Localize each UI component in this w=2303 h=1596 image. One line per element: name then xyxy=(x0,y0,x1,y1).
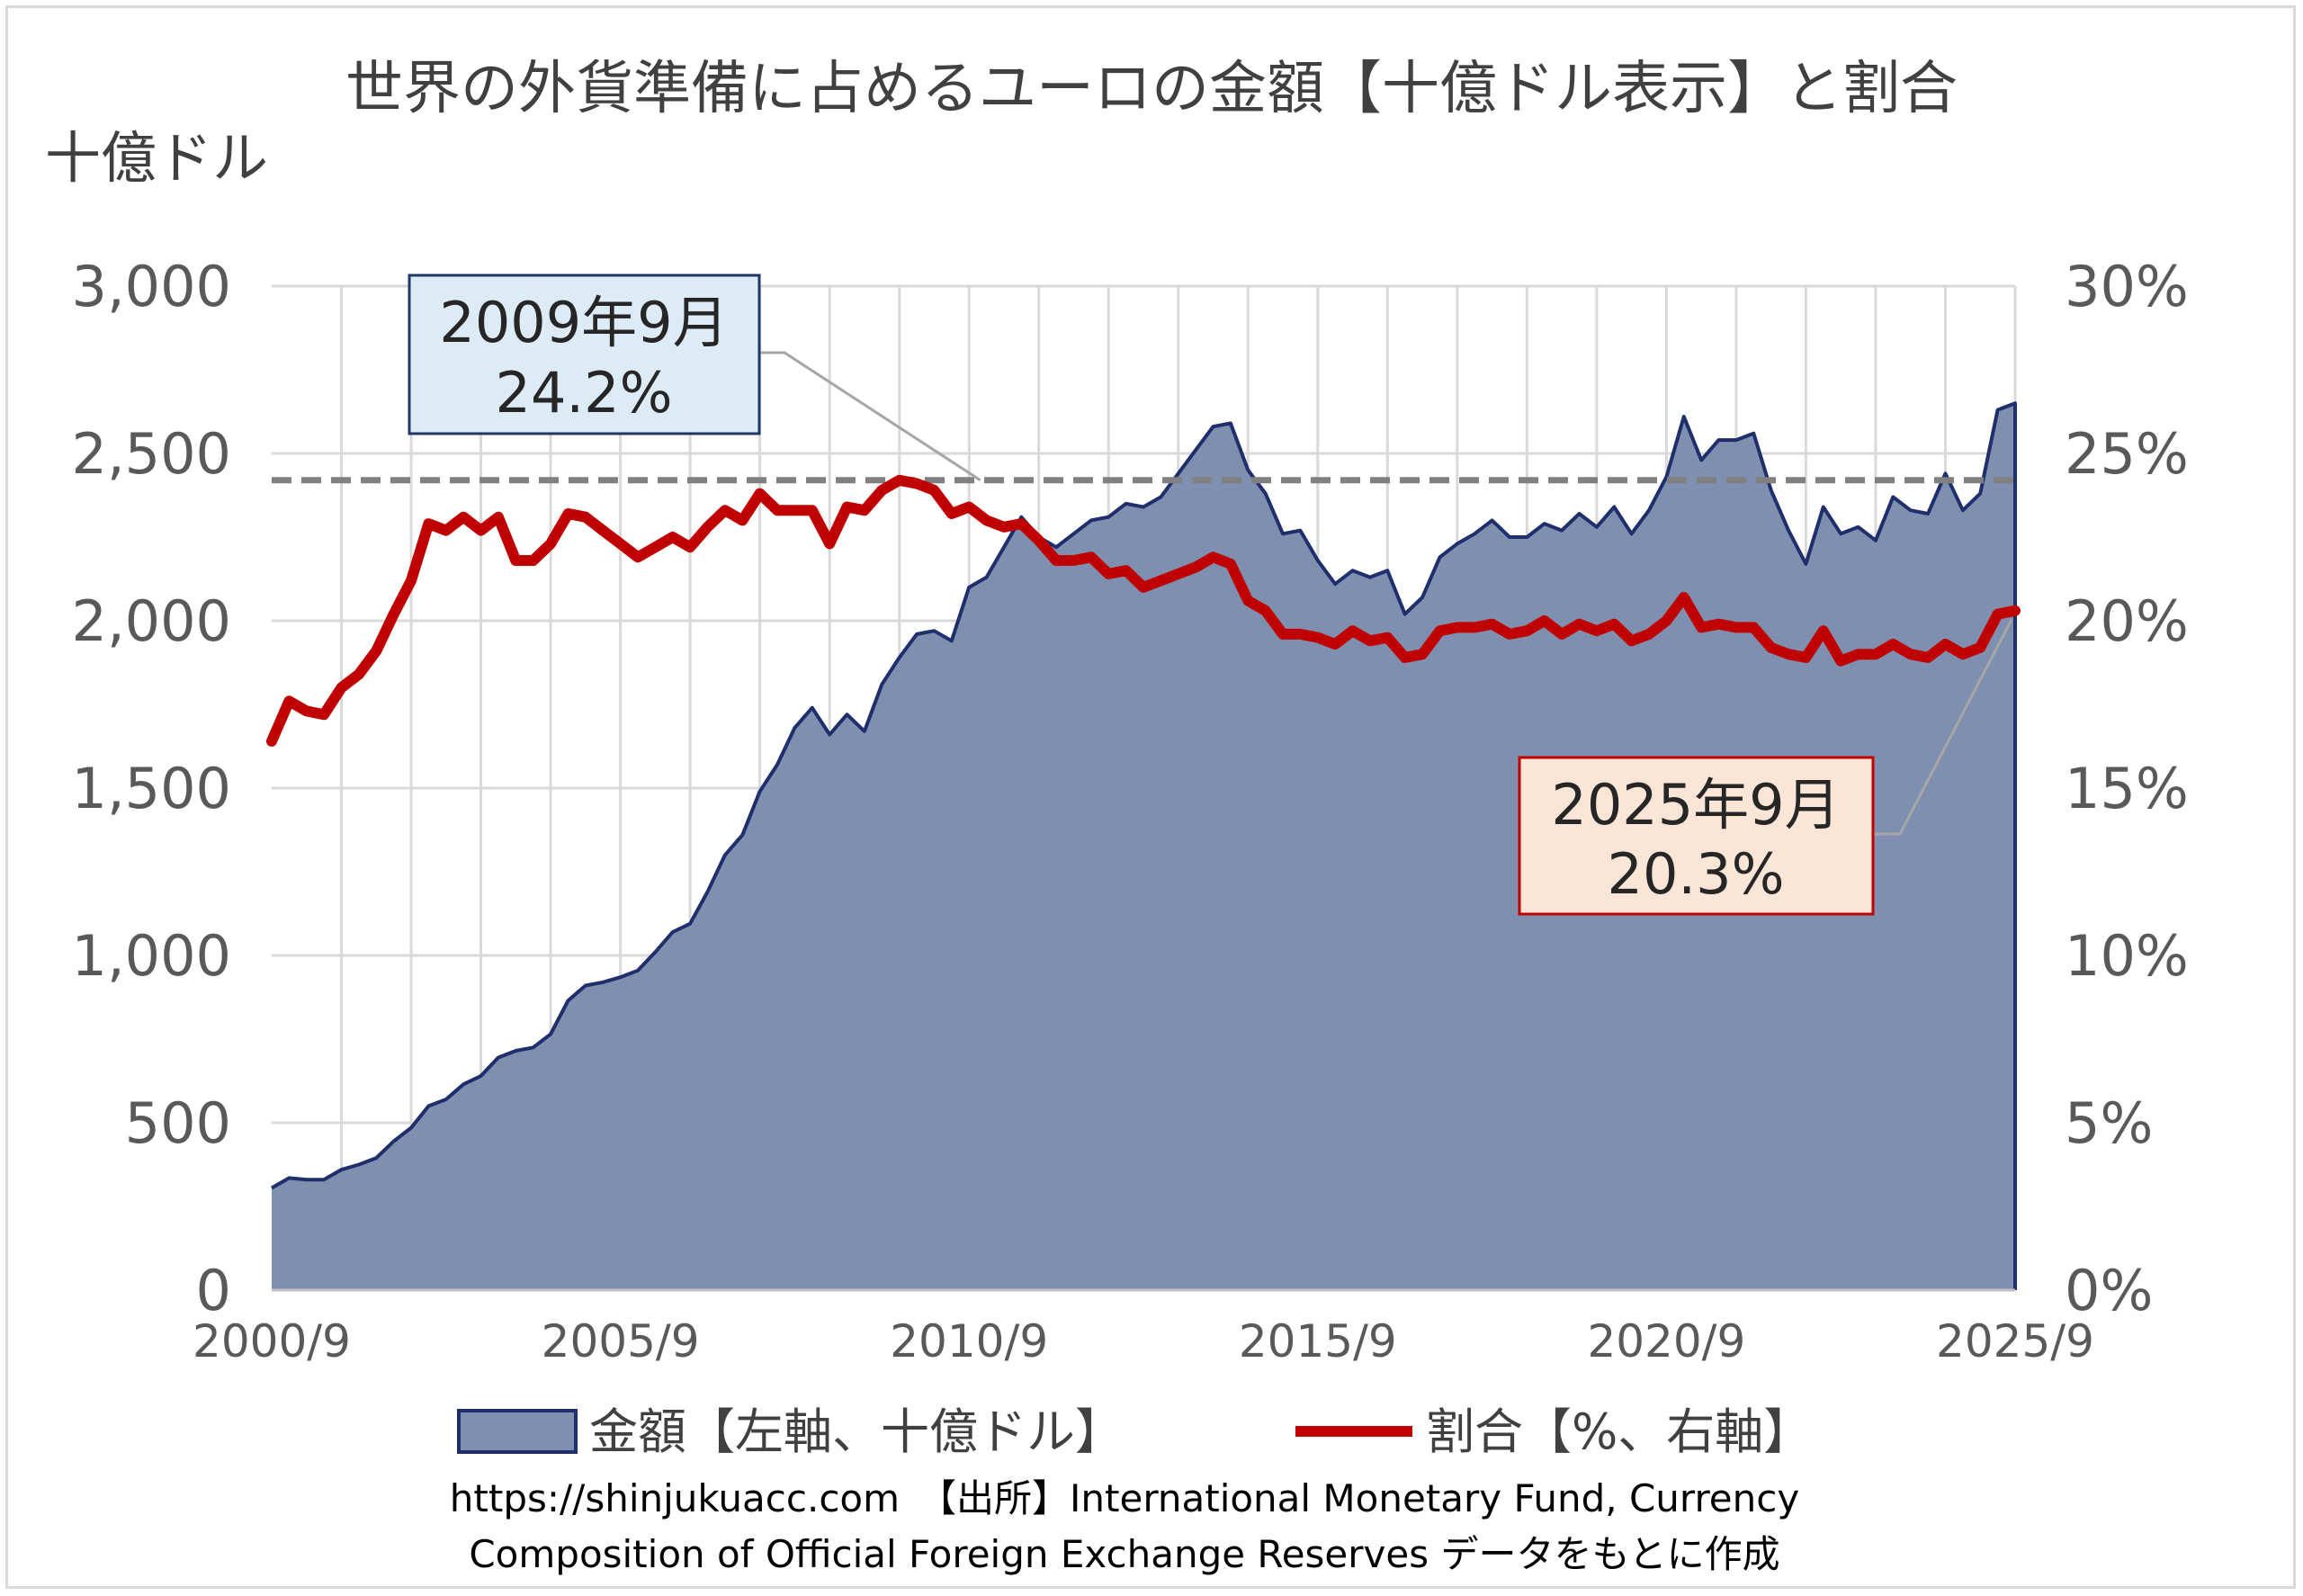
callout-1-value: 24.2% xyxy=(496,360,673,426)
x-tick-label: 2025/9 xyxy=(1936,1315,2094,1367)
right-tick-label: 10% xyxy=(2065,923,2189,989)
x-tick-label: 2005/9 xyxy=(542,1315,700,1367)
share-line-series xyxy=(266,474,2021,747)
x-axis-ticks: 2000/9 2005/9 2010/9 2015/9 2020/9 2025/9 xyxy=(193,1315,2094,1367)
footer-source-line2: Composition of Official Foreign Exchange… xyxy=(469,1532,1779,1576)
amount-area-outline xyxy=(271,401,2017,1290)
left-tick-label: 0 xyxy=(196,1258,231,1323)
right-axis-ticks: 0% 5% 10% 15% 20% 25% 30% xyxy=(2065,254,2189,1323)
right-tick-label: 0% xyxy=(2065,1258,2153,1323)
footer-source-line1: https://shinjukuacc.com 【出所】Internationa… xyxy=(450,1476,1799,1520)
left-tick-label: 500 xyxy=(125,1090,231,1156)
left-axis-ticks: 0 500 1,000 1,500 2,000 2,500 3,000 xyxy=(72,254,232,1323)
callout-1-leader xyxy=(759,351,981,482)
left-tick-label: 2,000 xyxy=(72,588,232,654)
right-tick-label: 20% xyxy=(2065,588,2189,654)
legend: 金額【左軸、十億ドル】 割合【%、右軸】 xyxy=(457,1403,1812,1460)
callout-1-date: 2009年9月 xyxy=(439,290,728,355)
right-tick-label: 25% xyxy=(2065,421,2189,487)
callout-2-date: 2025年9月 xyxy=(1551,772,1840,838)
left-tick-label: 1,500 xyxy=(72,756,232,821)
callout-2-leader xyxy=(1873,619,2013,836)
x-tick-label: 2020/9 xyxy=(1587,1315,1745,1367)
left-tick-label: 1,000 xyxy=(72,923,232,989)
x-tick-label: 2000/9 xyxy=(193,1315,351,1367)
callout-1-box xyxy=(408,273,761,435)
right-tick-label: 30% xyxy=(2065,254,2189,319)
x-tick-label: 2015/9 xyxy=(1239,1315,1397,1367)
left-tick-label: 2,500 xyxy=(72,421,232,487)
callout-2-box xyxy=(1518,756,1875,916)
legend-label-share: 割合【%、右軸】 xyxy=(1426,1403,1812,1460)
callout-2-value: 20.3% xyxy=(1608,841,1785,907)
x-tick-label: 2010/9 xyxy=(890,1315,1048,1367)
chart-title: 世界の外貨準備に占めるユーロの金額【十億ドル表示】と割合 xyxy=(345,56,1958,122)
share-line xyxy=(266,474,2021,747)
left-tick-label: 3,000 xyxy=(72,254,232,319)
right-tick-label: 5% xyxy=(2065,1090,2153,1156)
legend-label-amount: 金額【左軸、十億ドル】 xyxy=(589,1403,1124,1460)
legend-swatch-amount xyxy=(457,1409,578,1454)
left-axis-unit: 十億ドル xyxy=(45,125,268,191)
right-tick-label: 15% xyxy=(2065,756,2189,821)
